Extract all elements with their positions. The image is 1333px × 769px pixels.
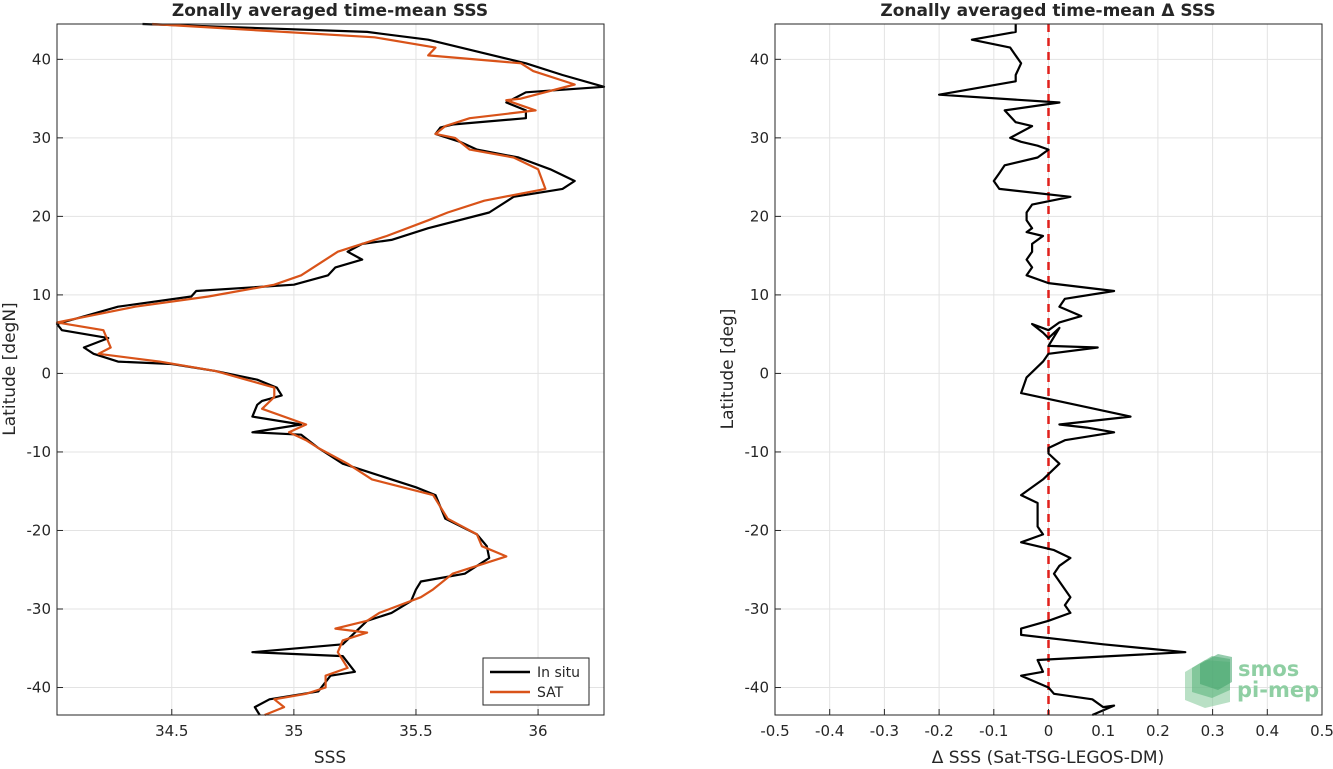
left-y-tick-label: 10: [32, 286, 51, 304]
smos-pimep-logo: smos pi-mep: [1185, 654, 1319, 708]
legend-label-sat: SAT: [537, 685, 564, 701]
left-chart-title: Zonally averaged time-mean SSS: [172, 1, 488, 21]
right-y-tick-label: 30: [750, 129, 769, 147]
right-x-tick-label: 0: [1044, 722, 1054, 740]
right-x-tick-label: 0.5: [1310, 722, 1333, 740]
right-y-tick-label: 40: [750, 50, 769, 68]
left-y-tick-label: 40: [32, 50, 51, 68]
left-x-tick-label: 35: [284, 722, 303, 740]
right-x-tick-label: -0.2: [924, 722, 953, 740]
left-x-tick-label: 36: [529, 722, 548, 740]
right-x-tick-label: -0.5: [760, 722, 789, 740]
right-y-tick-label: -10: [745, 443, 770, 461]
right-x-tick-label: 0.4: [1255, 722, 1279, 740]
right-y-tick-label: 10: [750, 286, 769, 304]
right-y-tick-label: -30: [745, 600, 770, 618]
right-chart-title: Zonally averaged time-mean Δ SSS: [880, 1, 1215, 21]
left-y-tick-label: -20: [27, 521, 52, 539]
left-y-tick-label: -40: [27, 679, 52, 697]
legend: In situ SAT: [483, 658, 589, 705]
left-y-tick-label: 20: [32, 207, 51, 225]
logo-text-pimep: pi-mep: [1237, 678, 1319, 702]
right-x-tick-label: -0.3: [870, 722, 899, 740]
right-x-axis-label: Δ SSS (Sat-TSG-LEGOS-DM): [932, 748, 1164, 765]
right-y-tick-label: -40: [745, 679, 770, 697]
left-x-axis-label: SSS: [314, 748, 346, 765]
right-x-tick-label: 0.3: [1201, 722, 1225, 740]
legend-label-in-situ: In situ: [537, 665, 580, 681]
left-y-tick-label: 30: [32, 129, 51, 147]
right-y-tick-label: 20: [750, 207, 769, 225]
right-x-tick-label: 0.2: [1146, 722, 1170, 740]
left-y-tick-label: -30: [27, 600, 52, 618]
left-y-axis-label: Latitude [degN]: [0, 302, 20, 435]
right-y-tick-label: -20: [745, 521, 770, 539]
right-y-axis-label: Latitude [deg]: [718, 309, 738, 430]
right-x-tick-label: -0.4: [815, 722, 844, 740]
right-x-tick-label: -0.1: [979, 722, 1008, 740]
right-x-tick-label: 0.1: [1091, 722, 1115, 740]
left-y-tick-label: -10: [27, 443, 52, 461]
right-y-tick-label: 0: [759, 364, 769, 382]
left-y-tick-label: 0: [41, 364, 51, 382]
left-x-tick-label: 35.5: [399, 722, 432, 740]
left-x-tick-label: 34.5: [155, 722, 188, 740]
